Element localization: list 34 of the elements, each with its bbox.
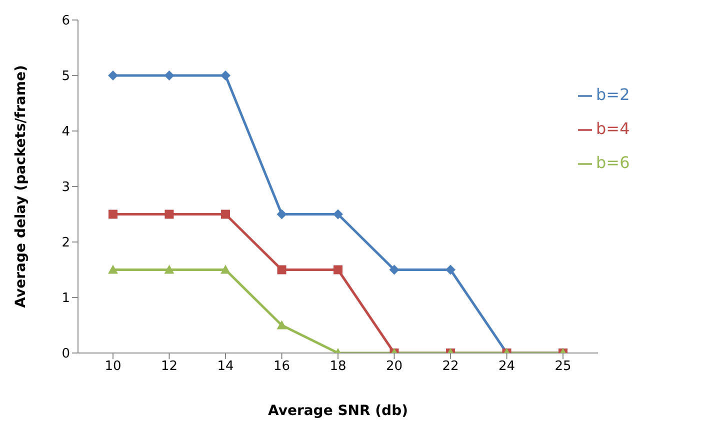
y-tick-label: 6 bbox=[62, 14, 70, 29]
x-tick-label: 20 bbox=[386, 359, 403, 374]
point bbox=[446, 264, 456, 275]
y-tick-label: 0 bbox=[62, 346, 70, 362]
y-tick-label: 1 bbox=[62, 291, 70, 306]
x-axis-title: Average SNR (db) bbox=[268, 403, 408, 419]
y-tick-label: 4 bbox=[62, 124, 70, 140]
legend-label: b=2 bbox=[596, 85, 630, 104]
y-tick-label: 2 bbox=[62, 236, 70, 251]
point bbox=[220, 264, 230, 274]
point bbox=[108, 264, 118, 274]
legend-label: b=4 bbox=[596, 119, 630, 138]
x-tick-label: 16 bbox=[273, 359, 290, 374]
x-tick-label: 24 bbox=[498, 359, 516, 374]
y-axis-title: Average delay (packets/frame) bbox=[12, 65, 29, 308]
point bbox=[164, 264, 174, 274]
point bbox=[276, 320, 287, 330]
x-tick-label: 10 bbox=[104, 359, 122, 374]
x-tick-label: 22 bbox=[442, 359, 459, 374]
x-tick-label: 25 bbox=[554, 359, 572, 374]
point bbox=[277, 265, 286, 274]
point bbox=[221, 210, 230, 219]
x-tick-label: 12 bbox=[160, 359, 178, 374]
x-tick-label: 14 bbox=[217, 359, 234, 374]
point bbox=[334, 265, 342, 274]
y-tick-label: 5 bbox=[62, 69, 70, 84]
y-tick-label: 3 bbox=[62, 180, 70, 196]
legend-label: b=6 bbox=[596, 153, 630, 172]
point bbox=[164, 210, 174, 219]
point bbox=[333, 209, 343, 220]
point bbox=[276, 209, 287, 220]
point bbox=[108, 210, 118, 219]
x-tick-label: 18 bbox=[330, 359, 346, 374]
point bbox=[389, 264, 400, 275]
